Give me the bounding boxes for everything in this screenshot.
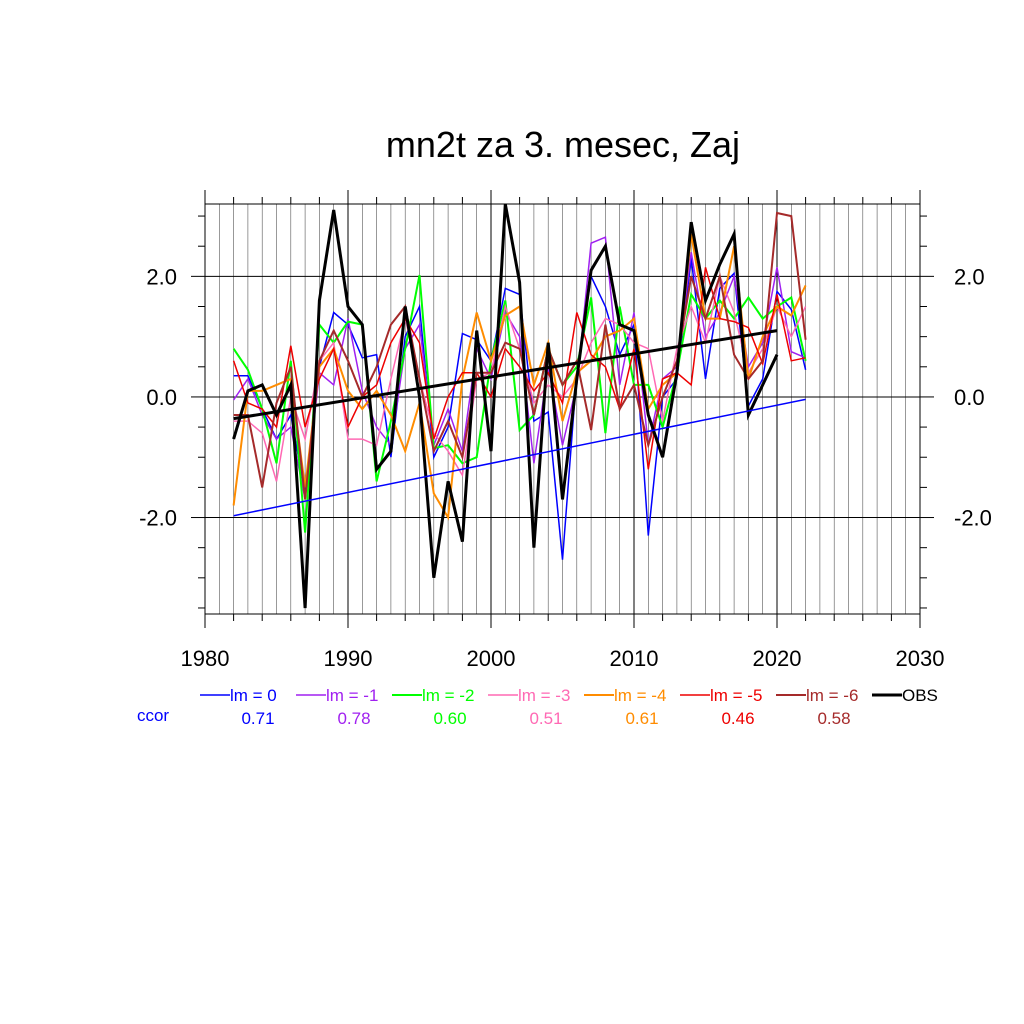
y-tick-label-left: 2.0: [146, 264, 177, 289]
tick-labels: 1980 1990 2000 2010 2020 2030 -2.0 -2.0 0.0 0.0 2.…: [139, 264, 992, 671]
plot-frame: [204, 203, 921, 615]
ccor-label: ccor: [137, 706, 169, 725]
legend-entry-label: lm = -4: [614, 686, 666, 705]
y-tick-label-left: -2.0: [139, 506, 177, 531]
y-tick-label-right: 2.0: [954, 264, 985, 289]
y-tick-label-left: 0.0: [146, 385, 177, 410]
legend-ccor-value: 0.51: [529, 709, 562, 728]
x-tick-label: 1980: [181, 646, 230, 671]
legend-ccor-value: 0.78: [337, 709, 370, 728]
x-tick-label: 2010: [610, 646, 659, 671]
grid: [205, 204, 920, 614]
series-line-lm-1: [232, 236, 806, 500]
legend-ccor-value: 0.58: [817, 709, 850, 728]
x-tick-label: 2030: [896, 646, 945, 671]
x-tick-label: 2000: [467, 646, 516, 671]
legend-entry-label: lm = 0: [230, 686, 277, 705]
legend-ccor-value: 0.60: [433, 709, 466, 728]
legend-entry-label: OBS: [902, 686, 938, 705]
legend-entry-label: lm = -1: [326, 686, 378, 705]
legend-ccor-value: 0.71: [241, 709, 274, 728]
legend-ccor-value: 0.46: [721, 709, 754, 728]
chart-title: mn2t za 3. mesec, Zaj: [386, 124, 740, 165]
trend-line-lm-0-trend: [233, 398, 806, 517]
legend-entry-label: lm = -2: [422, 686, 474, 705]
legend-entry-label: lm = -6: [806, 686, 858, 705]
axis-ticks: [191, 190, 934, 628]
x-tick-label: 1990: [324, 646, 373, 671]
legend-entry-label: lm = -5: [710, 686, 762, 705]
series-line-lm-6: [233, 211, 807, 500]
y-tick-label-right: 0.0: [954, 385, 985, 410]
series-line-lm-2: [232, 274, 807, 533]
trend-lines: [233, 329, 806, 517]
y-tick-label-right: -2.0: [954, 506, 992, 531]
legend-entry-label: lm = -3: [518, 686, 570, 705]
trend-line-obs-trend: [233, 329, 778, 421]
legend-ccor-value: 0.61: [625, 709, 658, 728]
legend: ccor lm = 0 0.71 lm = -1 0.78 lm = -2 0.60 lm =…: [137, 686, 938, 728]
x-tick-label: 2020: [753, 646, 802, 671]
